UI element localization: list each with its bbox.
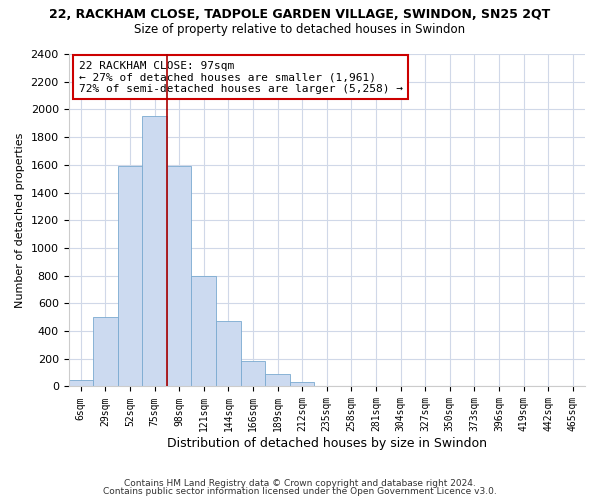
Text: Contains public sector information licensed under the Open Government Licence v3: Contains public sector information licen… — [103, 487, 497, 496]
Text: Contains HM Land Registry data © Crown copyright and database right 2024.: Contains HM Land Registry data © Crown c… — [124, 478, 476, 488]
Text: 22 RACKHAM CLOSE: 97sqm
← 27% of detached houses are smaller (1,961)
72% of semi: 22 RACKHAM CLOSE: 97sqm ← 27% of detache… — [79, 60, 403, 94]
X-axis label: Distribution of detached houses by size in Swindon: Distribution of detached houses by size … — [167, 437, 487, 450]
Bar — [142, 116, 167, 386]
Text: Size of property relative to detached houses in Swindon: Size of property relative to detached ho… — [134, 22, 466, 36]
Text: 22, RACKHAM CLOSE, TADPOLE GARDEN VILLAGE, SWINDON, SN25 2QT: 22, RACKHAM CLOSE, TADPOLE GARDEN VILLAG… — [49, 8, 551, 20]
Bar — [167, 166, 191, 386]
Bar — [290, 382, 314, 386]
Bar — [265, 374, 290, 386]
Bar — [216, 322, 241, 386]
Bar — [241, 361, 265, 386]
Y-axis label: Number of detached properties: Number of detached properties — [15, 132, 25, 308]
Bar — [68, 380, 93, 386]
Bar — [93, 317, 118, 386]
Bar — [118, 166, 142, 386]
Bar — [191, 276, 216, 386]
